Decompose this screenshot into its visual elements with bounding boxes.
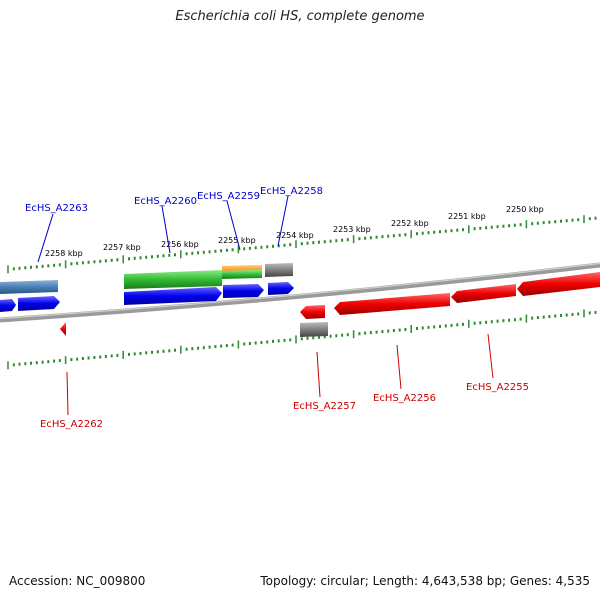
gene-label-EcHS_A2262[interactable]: EcHS_A2262	[40, 419, 103, 430]
map-title: Escherichia coli HS, complete genome	[175, 9, 425, 24]
reverse-scale-track	[7, 309, 597, 370]
leader-line	[277, 195, 289, 247]
scale-label: 2254 kbp	[276, 231, 314, 240]
cds-arrow-reverse[interactable]	[334, 293, 450, 315]
leader-line	[161, 205, 171, 254]
cds-arrow-reverse[interactable]	[517, 272, 600, 296]
gene-feature-EcHS_A2263[interactable]	[0, 280, 58, 294]
leader-line	[487, 333, 494, 379]
scale-label: 2250 kbp	[506, 205, 544, 214]
scale-label: 2253 kbp	[333, 225, 371, 234]
scale-label: 2257 kbp	[103, 243, 141, 252]
accession-text: Accession: NC_009800	[9, 574, 146, 588]
reverse-cds-arrows	[60, 272, 600, 336]
gene-label-EcHS_A2263[interactable]: EcHS_A2263	[25, 203, 88, 214]
scale-label: 2256 kbp	[161, 240, 199, 249]
gene-label-EcHS_A2260[interactable]: EcHS_A2260	[134, 196, 197, 207]
cds-arrow-forward[interactable]	[18, 296, 60, 311]
genome-backbone	[0, 262, 600, 323]
forward-label-leaders	[37, 195, 289, 263]
cds-arrow-reverse[interactable]	[451, 284, 516, 303]
cds-arrow-forward[interactable]	[223, 284, 264, 298]
gene-feature-EcHS_A2260[interactable]	[124, 270, 222, 289]
gene-label-EcHS_A2259[interactable]: EcHS_A2259	[197, 191, 260, 202]
cds-arrow-forward[interactable]	[0, 299, 16, 312]
leader-line	[226, 200, 241, 251]
gene-feature-reverse-grey[interactable]	[300, 322, 328, 337]
cds-arrow-forward[interactable]	[268, 282, 294, 295]
scale-label: 2252 kbp	[391, 219, 429, 228]
genome-backbone-highlight	[0, 262, 600, 320]
gene-feature-EcHS_A2258[interactable]	[265, 263, 293, 277]
cds-arrow-reverse[interactable]	[60, 322, 66, 336]
gene-label-EcHS_A2258[interactable]: EcHS_A2258	[260, 186, 323, 197]
leader-line	[37, 213, 54, 263]
leader-line	[316, 351, 321, 398]
genome-summary-text: Topology: circular; Length: 4,643,538 bp…	[260, 574, 590, 588]
forward-gene-features	[0, 263, 293, 294]
gene-feature-EcHS_A2259-b[interactable]	[222, 270, 262, 279]
gene-label-EcHS_A2255[interactable]: EcHS_A2255	[466, 382, 529, 393]
forward-cds-arrows	[0, 282, 294, 312]
scale-label: 2251 kbp	[448, 212, 486, 221]
gene-label-EcHS_A2257[interactable]: EcHS_A2257	[293, 401, 356, 412]
scale-label: 2255 kbp	[218, 236, 256, 245]
reverse-label-leaders	[66, 333, 494, 416]
leader-line	[66, 371, 69, 416]
gene-label-EcHS_A2256[interactable]: EcHS_A2256	[373, 393, 436, 404]
forward-scale-track	[7, 215, 597, 274]
scale-label: 2258 kbp	[45, 249, 83, 258]
cds-arrow-forward[interactable]	[124, 287, 222, 305]
leader-line	[396, 344, 402, 390]
cds-arrow-reverse[interactable]	[300, 305, 325, 319]
